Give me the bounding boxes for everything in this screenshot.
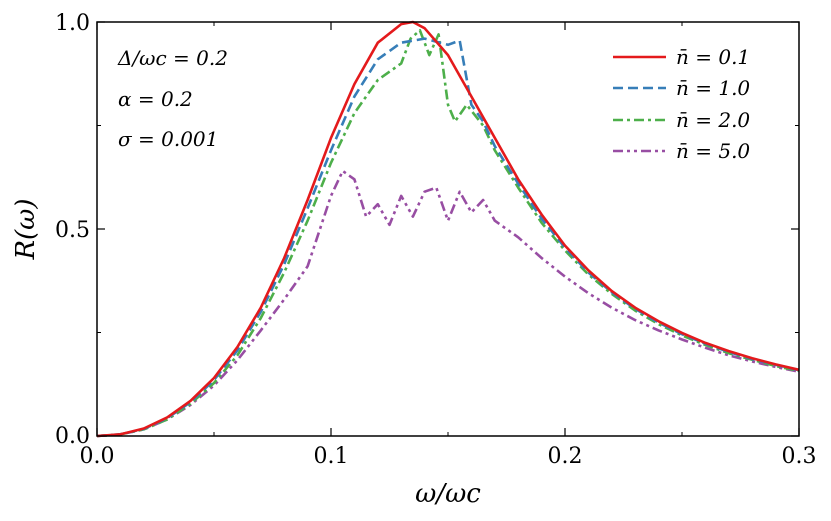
y-axis-label: R(ω) [11, 198, 41, 260]
series-line-2 [96, 28, 800, 438]
legend-label-n-0-1: n̄ = 0.1 [676, 45, 750, 69]
series-line-3 [96, 169, 800, 438]
x-tick-label: 0.1 [314, 444, 349, 469]
x-axis-label: ω/ωc [415, 479, 481, 509]
series-lines [96, 20, 800, 438]
y-tick-label: 0.0 [55, 424, 90, 449]
legend-label-n-2-0: n̄ = 2.0 [676, 108, 750, 132]
annotation-alpha: α = 0.2 [118, 87, 193, 111]
y-tick-label: 1.0 [55, 11, 90, 36]
x-tick-label: 0.0 [80, 444, 115, 469]
annotation-sigma: σ = 0.001 [118, 127, 218, 151]
legend-label-n-5-0: n̄ = 5.0 [676, 139, 750, 163]
legend-label-n-1-0: n̄ = 1.0 [676, 76, 750, 100]
annotation-delta: Δ/ωc = 0.2 [117, 46, 228, 70]
x-tick-label: 0.2 [548, 444, 583, 469]
x-tick-label: 0.3 [782, 444, 817, 469]
legend: n̄ = 0.1 n̄ = 1.0 n̄ = 2.0 n̄ = 5.0 [613, 45, 750, 163]
plot-frame [96, 21, 800, 437]
series-line-0 [96, 20, 800, 438]
y-tick-label: 0.5 [55, 218, 90, 243]
